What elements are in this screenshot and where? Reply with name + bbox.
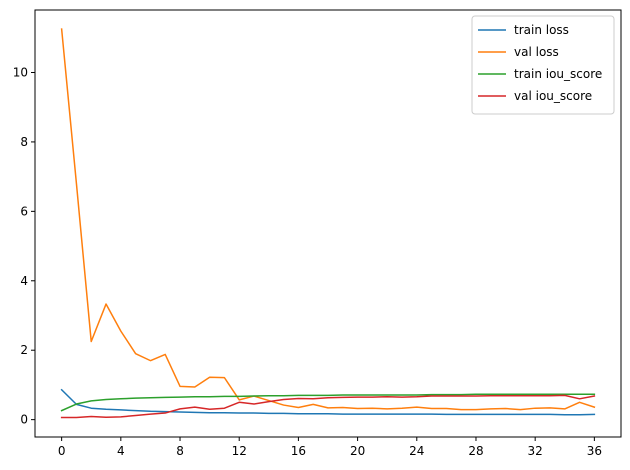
x-tick-label: 32 [528, 444, 543, 458]
legend-label: train loss [514, 23, 569, 37]
y-tick-label: 4 [20, 274, 28, 288]
series-line-train-iou-score [60, 393, 596, 412]
series-line-train-loss [60, 388, 596, 416]
y-tick-label: 8 [20, 135, 28, 149]
legend-label: train iou_score [514, 67, 602, 81]
y-tick-label: 0 [20, 413, 28, 427]
x-tick-label: 20 [350, 444, 365, 458]
x-tick-label: 28 [468, 444, 483, 458]
y-tick-label: 10 [13, 65, 28, 79]
x-tick-label: 24 [409, 444, 424, 458]
x-tick-label: 4 [117, 444, 125, 458]
x-tick-label: 12 [232, 444, 247, 458]
axes-frame [34, 9, 622, 438]
legend-label: val loss [514, 45, 559, 59]
legend-box [471, 15, 615, 115]
y-tick-label: 2 [20, 343, 28, 357]
legend-label: val iou_score [514, 89, 592, 103]
y-tick-label: 6 [20, 204, 28, 218]
plot-area [60, 28, 596, 419]
x-tick-label: 8 [176, 444, 184, 458]
x-tick-label: 0 [58, 444, 66, 458]
x-tick-label: 16 [291, 444, 306, 458]
x-tick-label: 36 [587, 444, 602, 458]
series-line-val-loss [60, 28, 596, 411]
series-line-val-iou-score [60, 394, 596, 419]
